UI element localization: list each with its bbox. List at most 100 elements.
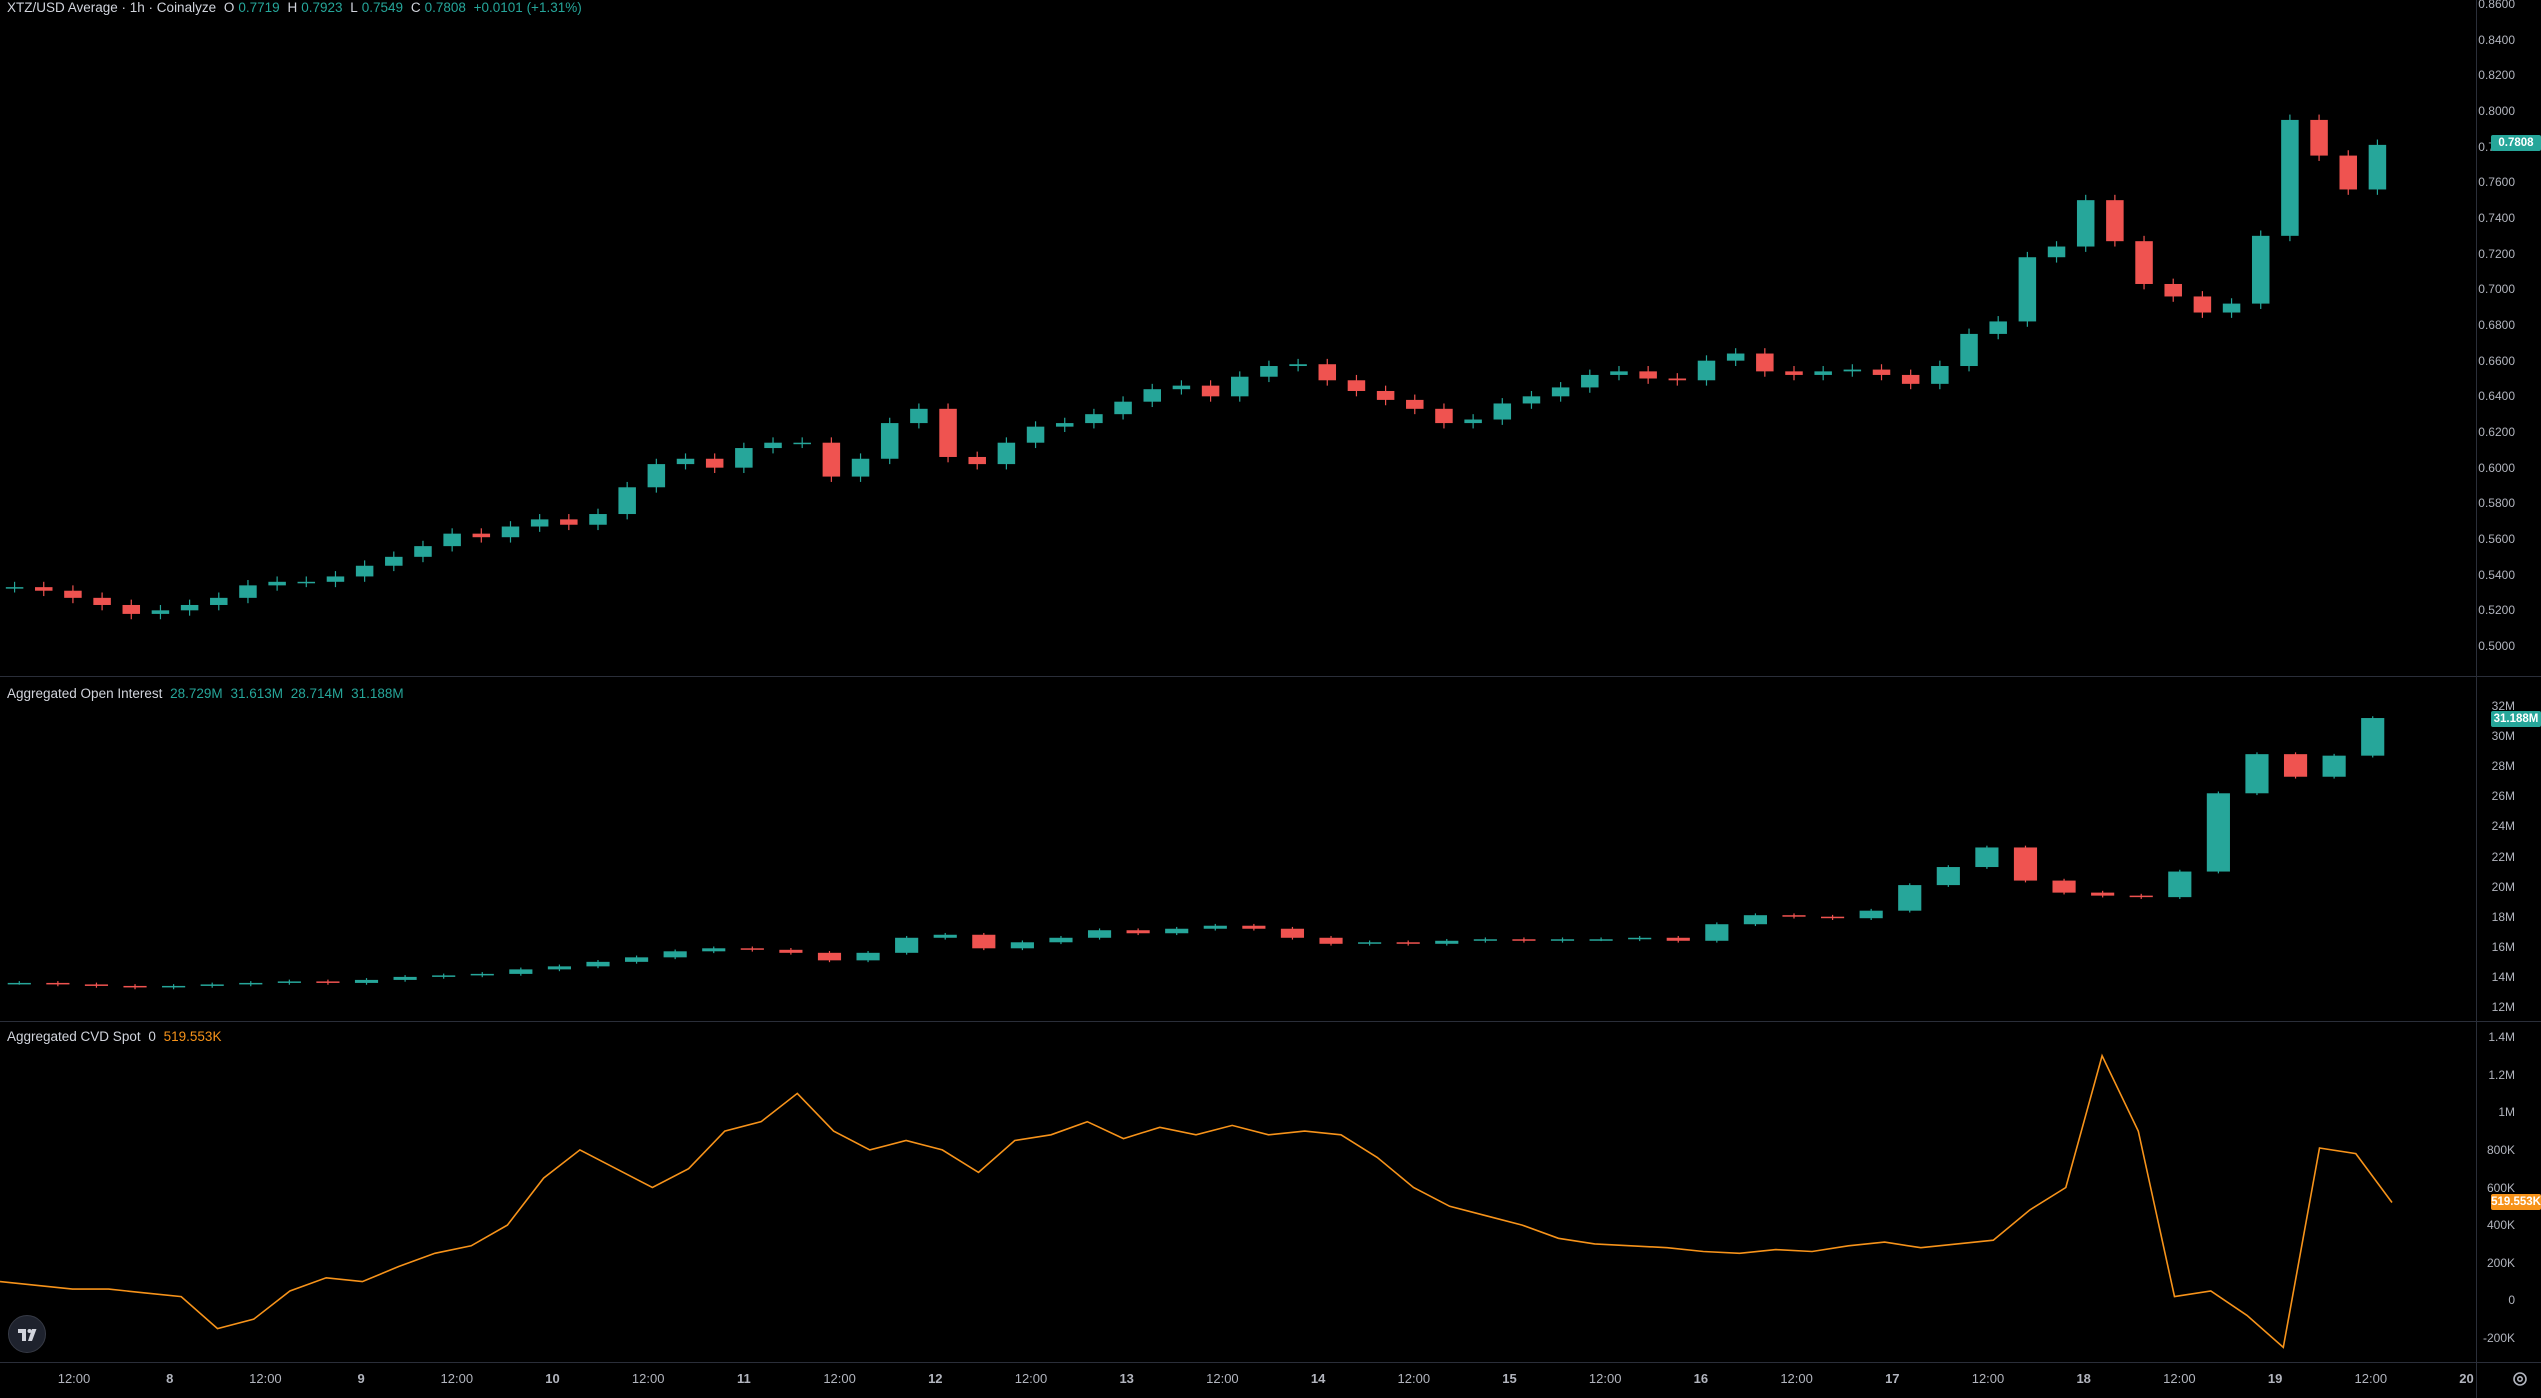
time-tick: 9 [357,1371,365,1386]
candle [2310,114,2328,161]
candle [1396,940,1420,946]
candle [1936,865,1960,887]
candle [647,458,666,493]
oi-candles[interactable] [0,677,2476,1021]
candle [2106,194,2124,247]
candle [2047,241,2066,263]
candle [393,975,417,982]
candle [1289,358,1307,372]
time-tick: 12:00 [1397,1371,1431,1386]
axis-tick: 0.5000 [2478,639,2515,653]
open-value: 0.7719 [238,0,280,15]
candle [1493,398,1512,425]
candle [1705,922,1729,943]
candle [735,442,753,474]
candle [2361,716,2385,758]
candle [705,453,724,474]
candle [123,984,147,990]
price-legend-title: XTZ/USD Average · 1h · Coinalyze [7,0,217,15]
axis-tick: 0.7200 [2478,246,2515,261]
candle [1639,366,1657,384]
price-pane[interactable]: XTZ/USD Average · 1h · Coinalyze O 0.7719… [0,0,2476,676]
candle [2193,291,2212,318]
cvd-legend: Aggregated CVD Spot 0 519.553K [7,1029,225,1044]
oi-high-value: 31.613M [230,686,283,701]
candle [1522,390,1541,409]
candle [162,984,186,990]
candle [501,521,520,543]
candle [2013,845,2038,883]
price-candles[interactable] [0,0,2476,676]
candle [1756,348,1774,377]
cvd-line-chart[interactable] [0,1022,2476,1362]
gear-icon[interactable] [2511,1370,2529,1388]
candle [326,571,345,588]
candle [443,528,461,552]
pane-divider[interactable] [0,676,2541,677]
axis-tick: 0.8200 [2478,68,2515,83]
axis-tick: 0.5600 [2478,532,2515,546]
candle [2018,251,2037,327]
candle [1055,417,1074,432]
axis-tick: 14M [2491,969,2515,984]
candle [1172,380,1191,395]
candle [1859,908,1883,921]
candle [1872,364,1891,381]
axis-tick: 0.6000 [2478,460,2515,475]
close-label: C [410,0,421,15]
candle [385,551,403,572]
axis-tick: 20M [2491,879,2515,894]
axis-tick: 32M [2491,699,2515,713]
candle [910,403,928,429]
axis-divider [2476,0,2477,1398]
candle [1376,385,1395,406]
time-tick: 12:00 [2354,1371,2388,1386]
cvd-pane[interactable]: Aggregated CVD Spot 0 519.553K [0,1022,2476,1362]
axis-tick: 0.7400 [2478,211,2515,225]
candle [856,951,880,963]
candle [316,979,340,985]
candle [1435,403,1453,429]
time-axis-divider [0,1362,2541,1363]
oi-pane[interactable]: Aggregated Open Interest 28.729M 31.613M… [0,677,2476,1021]
candle [1898,883,1922,913]
candle [1143,383,1161,408]
pane-divider[interactable] [0,1021,2541,1022]
candle [1087,928,1112,940]
time-tick: 17 [1885,1371,1900,1386]
candle [1821,914,1845,921]
axis-tick: 28M [2491,759,2515,774]
candle [1814,366,1832,381]
candle [1512,937,1536,943]
candle [1666,935,1690,943]
axis-tick: 800K [2486,1142,2515,1157]
oi-axis[interactable]: 32M 30M 28M 26M 24M 22M 20M 18M 16M 14M 12M 31.188M [2476,677,2541,1021]
tradingview-logo-icon[interactable] [8,1315,46,1353]
cvd-last-value: 519.553K [163,1029,222,1044]
candle [2129,893,2153,899]
candle [432,973,456,979]
price-axis[interactable]: 0.86000.84000.82000.80000.78000.76000.74… [2476,0,2541,676]
candle [1975,845,1999,869]
candle [560,514,578,531]
candle [1347,374,1366,397]
candle [210,592,228,611]
candle [1931,360,1949,390]
time-axis[interactable]: 12:00 8 12:00 9 12:00 10 12:00 11 12:00 12 12:00 13… [0,1362,2541,1398]
candle [1114,396,1132,420]
cvd-axis[interactable]: 1.4M 1.2M 1M 800K 600K 400K 200K 0 -200K 519.553K [2476,1022,2541,1362]
candle [2251,230,2270,309]
candle [586,960,610,969]
candle [2206,791,2230,874]
candle [1049,935,1073,945]
candle [2164,278,2182,302]
candle [472,528,491,543]
axis-tick: 600K [2486,1180,2515,1195]
low-value: 0.7549 [361,0,404,15]
candle [1126,928,1150,936]
last-value-tag: 0.7808 [2491,135,2541,151]
axis-tick: 12M [2491,1000,2515,1014]
candle [1318,358,1337,386]
axis-tick: 0.5400 [2478,567,2515,582]
candle [7,981,31,985]
